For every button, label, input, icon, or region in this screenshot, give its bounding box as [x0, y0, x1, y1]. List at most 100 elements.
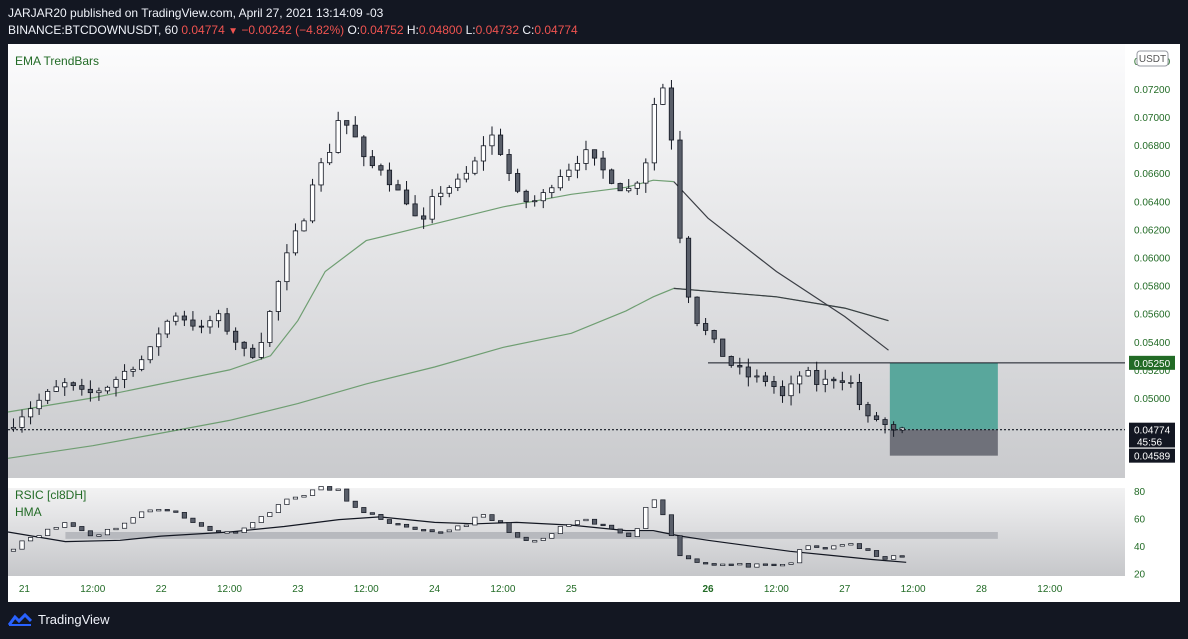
candle-body [79, 385, 85, 390]
candle-body [831, 378, 837, 382]
rsi-bar [250, 522, 256, 529]
candle-body [267, 311, 273, 343]
rsi-bar [762, 563, 768, 566]
rsi-bar [583, 518, 589, 522]
candle-body [497, 134, 504, 155]
rsi-bar [703, 562, 709, 565]
rsi-bar [352, 500, 358, 508]
price-tick-label: 0.05600 [1134, 310, 1171, 321]
rsi-bar [523, 536, 529, 541]
rsi-bar [181, 512, 187, 519]
candle-body [489, 134, 495, 147]
candle-body [284, 252, 290, 283]
rsi-bar [668, 514, 674, 537]
candle-body [45, 391, 51, 401]
candle-body [745, 366, 751, 378]
candle-body [386, 169, 393, 186]
time-tick-label: 12:00 [217, 584, 242, 595]
price-tick-label: 0.06800 [1134, 141, 1171, 152]
candle-body [814, 370, 820, 385]
candle-body [27, 408, 34, 418]
time-axis[interactable] [8, 576, 1180, 602]
rsi-tick-label: 80 [1134, 487, 1146, 498]
rsi-bar [369, 512, 375, 515]
rsi-bar [386, 519, 392, 524]
rsi-bar [891, 555, 897, 560]
rsi-bar [591, 518, 598, 525]
countdown-box [1129, 435, 1175, 448]
footer-brand[interactable]: TradingView [8, 612, 110, 627]
rsi-axis[interactable] [1125, 488, 1180, 576]
time-tick-label: 12:00 [80, 584, 105, 595]
candle-body [164, 320, 170, 335]
candle-body [643, 162, 649, 184]
price-label-box [1129, 355, 1175, 370]
rsi-bar [96, 534, 102, 537]
candle-body [113, 379, 119, 388]
candle-body [344, 120, 350, 126]
currency-badge[interactable] [1136, 50, 1169, 67]
price-tick-label: 0.05400 [1134, 338, 1171, 349]
long-position-target-zone[interactable] [889, 362, 998, 430]
candle-body [403, 189, 410, 205]
low-value: 0.04732 [475, 23, 519, 37]
candle-body [848, 382, 854, 384]
open-value: 0.04752 [360, 23, 404, 37]
time-tick-label: 12:00 [764, 584, 789, 595]
candle-body [737, 365, 743, 368]
candle-body [224, 313, 230, 332]
rsi-bar [19, 540, 25, 550]
candle-body [361, 136, 367, 158]
rsi-bar [395, 523, 401, 526]
candle-body [557, 176, 563, 189]
high-label: H: [406, 23, 419, 37]
price-tick-label: 0.05000 [1134, 394, 1171, 405]
candle-body [233, 330, 239, 343]
rsi-bar [805, 545, 811, 550]
rsi-band [65, 532, 998, 539]
long-position-stop-zone[interactable] [889, 429, 998, 456]
rsi-bar [557, 526, 563, 534]
rsi-bar [429, 529, 435, 533]
rsi-bar [480, 514, 486, 518]
rsi-bar [677, 535, 683, 557]
candle-body [822, 378, 828, 385]
rsi-bar [241, 527, 247, 533]
last-price: 0.04774 [181, 23, 225, 37]
rsi-bar [284, 498, 290, 505]
candle-body [87, 388, 93, 394]
rsi-bar [865, 548, 871, 551]
rsi-bar [515, 532, 521, 538]
pane-separator[interactable] [8, 478, 1180, 488]
price-axis[interactable] [1125, 44, 1180, 478]
rsi-bar [856, 543, 862, 549]
candle-body [882, 419, 888, 425]
rsi-bar [207, 525, 213, 531]
candle-body [121, 370, 128, 380]
rsi-bar [412, 526, 418, 530]
rsi-bar [506, 522, 512, 533]
candle-body [762, 375, 769, 382]
candle-body [626, 187, 632, 192]
candle-body [532, 200, 538, 203]
candle-body [515, 173, 521, 192]
candle-body [190, 319, 196, 327]
rsi-bar [685, 555, 692, 560]
low-label: L: [465, 23, 476, 37]
tradingview-logo-icon [8, 612, 32, 626]
candle-body [506, 154, 512, 174]
candle-body [703, 323, 709, 331]
rsi-bar [309, 489, 316, 496]
rsi-bar [737, 563, 743, 566]
candle-body [429, 196, 435, 220]
rsi-bar [797, 549, 803, 564]
rsi-bar [489, 514, 495, 521]
candle-body [574, 163, 581, 171]
rsi-bar [344, 488, 350, 502]
rsi-bar [634, 528, 640, 537]
candle-body [70, 382, 76, 387]
rsi-bar [104, 528, 111, 536]
rsi-bar [540, 537, 546, 541]
candle-body [147, 346, 153, 361]
